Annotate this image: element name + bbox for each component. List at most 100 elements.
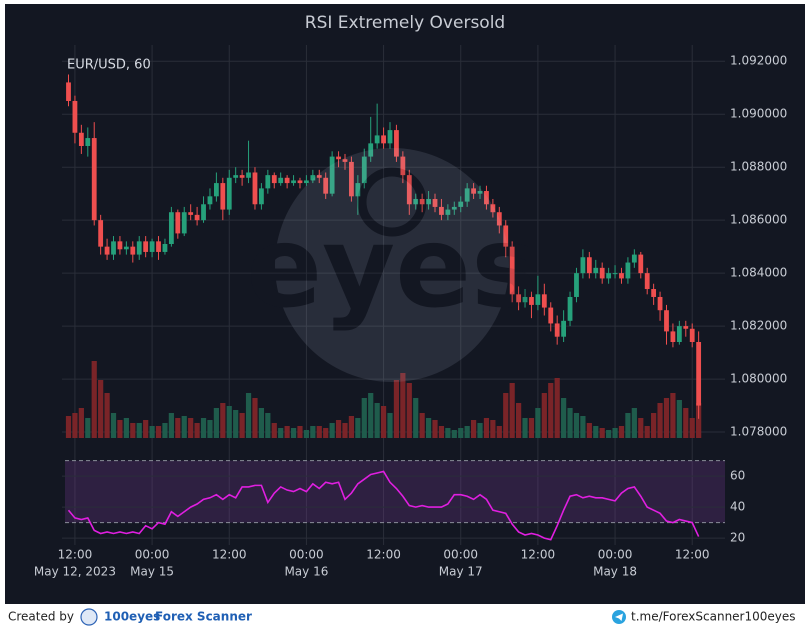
volume-bar — [670, 393, 676, 438]
candle-body — [599, 267, 605, 279]
volume-bar — [541, 393, 547, 438]
candle-body — [445, 209, 451, 215]
candle-body — [310, 175, 316, 181]
volume-bar — [65, 416, 72, 438]
volume-bar — [618, 426, 625, 438]
telegram-plane — [615, 613, 623, 621]
volume-bar — [606, 430, 612, 438]
volume-bar — [638, 418, 644, 438]
x-tick-label: 00:00 — [598, 548, 633, 562]
candle-body — [574, 273, 579, 297]
candle-body — [432, 198, 438, 207]
volume-bar — [657, 403, 663, 438]
candle-body — [361, 156, 367, 184]
y-tick-label: 1.092000 — [730, 54, 787, 68]
volume-bar — [188, 418, 194, 438]
candle-body — [464, 188, 470, 202]
volume-bar — [355, 418, 361, 438]
volume-bar — [329, 423, 335, 438]
candle-body — [220, 183, 226, 210]
candle-body — [451, 206, 457, 210]
candle-body — [631, 254, 637, 263]
x-tick-label: 12:00 — [212, 548, 247, 562]
volume-bar — [72, 413, 78, 438]
candle-body — [181, 212, 187, 234]
candle-body — [66, 82, 71, 101]
candle-body — [413, 198, 419, 205]
volume-bar — [683, 408, 689, 438]
volume-bar — [663, 398, 670, 438]
volume-bar — [271, 423, 277, 438]
volume-bar — [303, 430, 310, 438]
candle-body — [644, 273, 650, 290]
candle-body — [458, 201, 464, 207]
volume-bar — [278, 428, 284, 438]
footer-logo — [80, 608, 98, 626]
candle-body — [98, 220, 104, 247]
volume-bar — [509, 383, 515, 438]
volume-bar — [239, 413, 245, 438]
volume-bar — [110, 413, 117, 438]
volume-bar — [535, 408, 541, 438]
candle-body — [104, 246, 110, 255]
y-tick-label: 1.090000 — [730, 107, 787, 121]
candle-body — [664, 310, 669, 332]
candle-body — [670, 331, 676, 342]
candle-body — [78, 132, 84, 146]
volume-bar — [181, 416, 187, 438]
volume-bar — [561, 398, 567, 438]
candle-body — [304, 180, 309, 184]
volume-bar — [689, 418, 695, 438]
candle-body — [284, 177, 290, 184]
rsi-tick-label: 60 — [730, 469, 745, 483]
candle-body — [381, 135, 386, 144]
candle-body — [226, 177, 232, 210]
volume-bar — [516, 403, 522, 438]
volume-bar — [143, 420, 149, 438]
volume-bar — [316, 426, 322, 438]
volume-bar — [297, 426, 303, 438]
candle-body — [638, 254, 644, 274]
volume-bar — [252, 398, 258, 438]
volume-bar — [194, 423, 200, 438]
candle-body — [156, 241, 161, 252]
volume-bar — [98, 380, 104, 438]
candle-body — [252, 172, 258, 205]
candle-body — [612, 273, 618, 275]
watermark: eyes — [246, 148, 538, 382]
candle-body — [503, 225, 509, 247]
candle-body — [406, 175, 412, 205]
candle-body — [554, 323, 560, 337]
candle-body — [316, 175, 322, 178]
volume-bar — [123, 418, 129, 438]
volume-bar — [451, 430, 457, 438]
candle-body — [297, 180, 303, 184]
candle-body — [606, 273, 612, 279]
volume-bar — [432, 420, 438, 438]
candle-body — [355, 183, 361, 197]
candle-body — [130, 246, 136, 255]
rsi-tick-label: 40 — [730, 500, 745, 514]
volume-bar — [676, 400, 682, 438]
candle-body — [213, 183, 219, 197]
candle-body — [535, 294, 541, 305]
x-tick-label: 00:00 — [135, 548, 170, 562]
candle-body — [580, 257, 586, 274]
candle-body — [400, 156, 406, 176]
volume-bar — [149, 426, 155, 438]
y-tick-label: 1.086000 — [730, 213, 787, 227]
candle-body — [439, 206, 444, 215]
date-label: May 16 — [284, 565, 328, 579]
volume-bar — [91, 361, 97, 438]
volume-bar — [200, 418, 207, 438]
footer-link[interactable]: t.me/ForexScanner100eyes — [631, 610, 796, 624]
candle-body — [91, 138, 97, 221]
watermark-text: eyes — [246, 203, 538, 333]
candle-body — [194, 214, 200, 221]
candle-body — [471, 188, 476, 194]
candle-body — [329, 156, 335, 194]
volume-bar — [696, 403, 702, 438]
volume-bar — [548, 383, 554, 438]
volume-bar — [213, 408, 219, 438]
x-tick-label: 00:00 — [289, 548, 324, 562]
